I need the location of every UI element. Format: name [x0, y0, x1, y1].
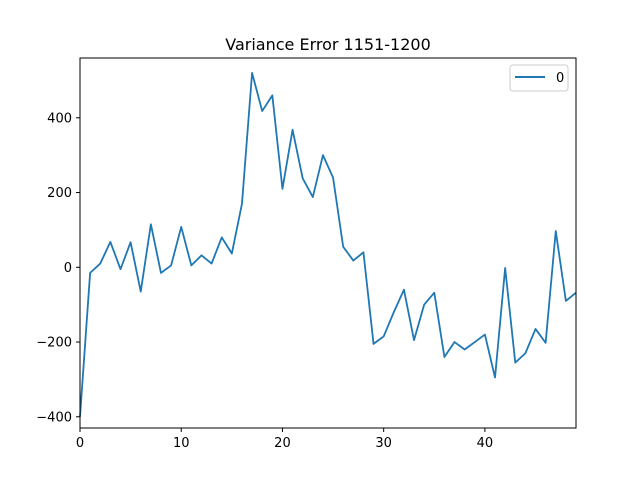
x-tick-label: 30 — [375, 436, 392, 451]
x-tick-label: 10 — [173, 436, 190, 451]
axes-frame — [79, 57, 577, 429]
y-tick-label: 200 — [47, 186, 72, 201]
plot-area — [79, 72, 577, 417]
axis-ticks: 0 10 20 30 40 −400 −200 0 200 400 — [36, 111, 493, 451]
x-tick-label: 20 — [274, 436, 291, 451]
y-tick-label: 400 — [47, 111, 72, 126]
chart-title: Variance Error 1151-1200 — [225, 35, 431, 54]
x-tick-label: 0 — [76, 436, 84, 451]
legend-label: 0 — [556, 71, 564, 86]
series-line-0 — [79, 72, 577, 417]
legend: 0 — [509, 64, 569, 92]
x-tick-label: 40 — [477, 436, 494, 451]
y-tick-label: 0 — [64, 261, 72, 276]
y-tick-label: −200 — [36, 336, 72, 351]
y-tick-label: −400 — [36, 410, 72, 425]
